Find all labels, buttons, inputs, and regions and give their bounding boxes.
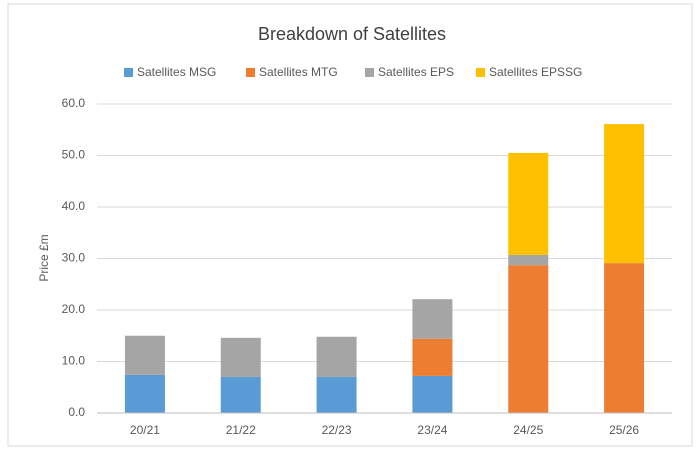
chart-title: Breakdown of Satellites [258, 24, 446, 44]
y-tick-label: 30.0 [62, 251, 86, 265]
bar-segment [316, 336, 357, 377]
legend-swatch [476, 68, 485, 77]
bar-segment [124, 335, 165, 375]
bar-segment [508, 254, 549, 266]
legend-label: Satellites MSG [137, 65, 216, 79]
bar-segment [508, 265, 549, 413]
y-tick-label: 40.0 [62, 199, 86, 213]
bar-segment [220, 376, 261, 413]
bar-segment [412, 338, 453, 376]
bar-segment [220, 337, 261, 377]
bar-segment [124, 374, 165, 413]
y-tick-label: 60.0 [62, 96, 86, 110]
legend-label: Satellites EPSSG [489, 65, 582, 79]
legend-swatch [246, 68, 255, 77]
legend-swatch [365, 68, 374, 77]
legend-label: Satellites MTG [259, 65, 338, 79]
x-tick-label: 20/21 [130, 423, 160, 437]
x-tick-label: 23/24 [417, 423, 447, 437]
x-tick-label: 22/23 [322, 423, 352, 437]
x-tick-label: 25/26 [609, 423, 639, 437]
bar-segment [412, 299, 453, 339]
y-axis-label: Price £m [37, 234, 51, 281]
legend-swatch [124, 68, 133, 77]
y-tick-label: 50.0 [62, 148, 86, 162]
y-tick-label: 0.0 [68, 405, 85, 419]
bar-segment [604, 124, 645, 264]
bar-segment [316, 376, 357, 413]
y-tick-label: 20.0 [62, 302, 86, 316]
x-tick-label: 24/25 [513, 423, 543, 437]
y-tick-label: 10.0 [62, 354, 86, 368]
x-tick-label: 21/22 [226, 423, 256, 437]
bar-segment [604, 263, 645, 413]
bar-segment [508, 152, 549, 255]
bar-segment [412, 375, 453, 413]
legend-label: Satellites EPS [378, 65, 454, 79]
